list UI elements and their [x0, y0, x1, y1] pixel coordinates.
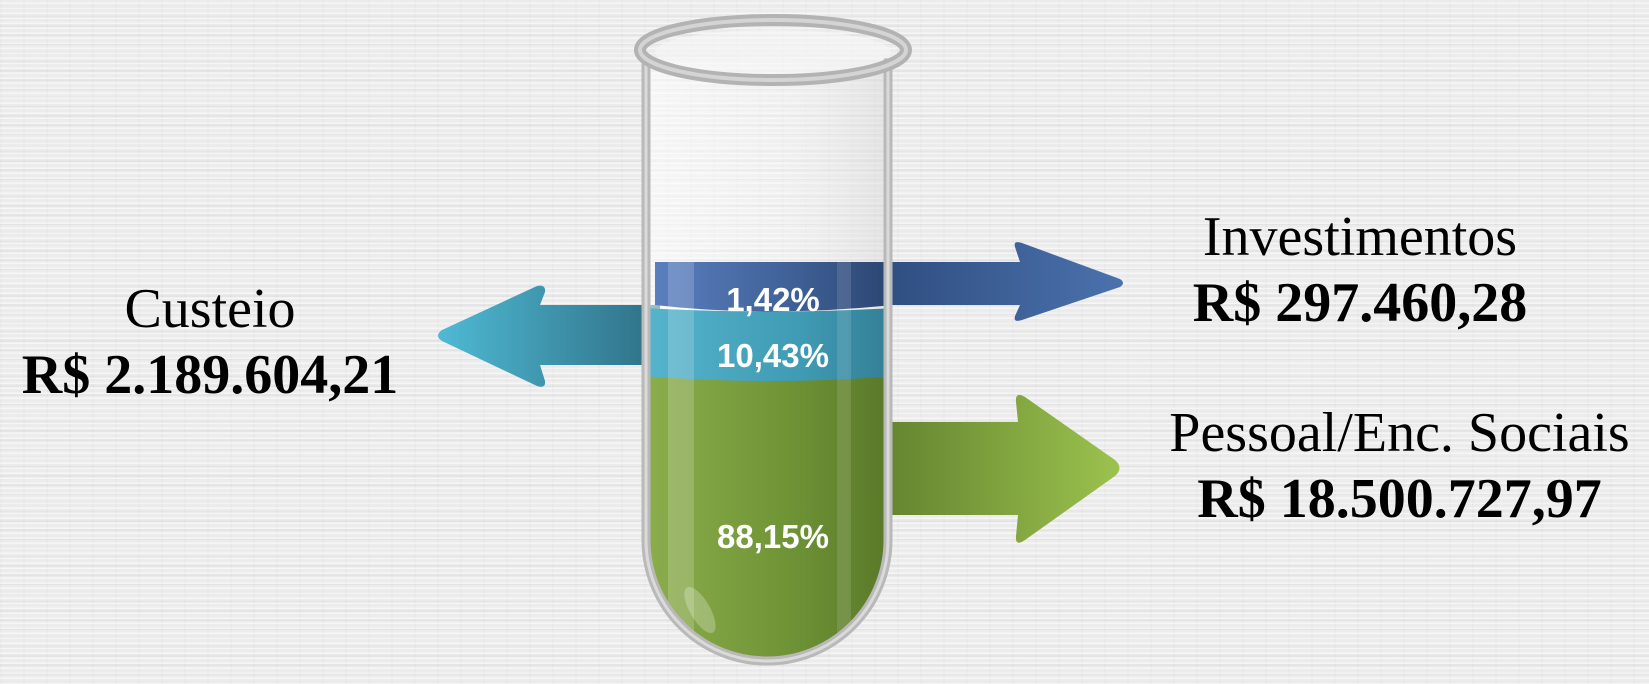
pessoal-arrow — [860, 394, 1120, 543]
custeio-value: R$ 2.189.604,21 — [21, 344, 399, 406]
investimentos-arrow — [860, 242, 1123, 321]
pessoal-percent: 88,15% — [717, 518, 829, 555]
investimentos-name: Investimentos — [1202, 206, 1518, 268]
custeio-liquid — [646, 305, 888, 381]
custeio-label: Custeio R$ 2.189.604,21 — [0, 276, 420, 408]
pessoal-label: Pessoal/Enc. Sociais R$ 18.500.727,97 — [1150, 400, 1649, 532]
pessoal-value: R$ 18.500.727,97 — [1197, 468, 1602, 530]
custeio-name: Custeio — [124, 278, 296, 340]
pessoal-name: Pessoal/Enc. Sociais — [1169, 402, 1630, 464]
investimentos-value: R$ 297.460,28 — [1192, 272, 1528, 334]
custeio-arrow — [438, 285, 660, 387]
custeio-percent: 10,43% — [717, 337, 829, 374]
investimentos-label: Investimentos R$ 297.460,28 — [1150, 204, 1570, 336]
investimentos-percent: 1,42% — [726, 281, 820, 318]
investimentos-liquid — [655, 262, 888, 312]
